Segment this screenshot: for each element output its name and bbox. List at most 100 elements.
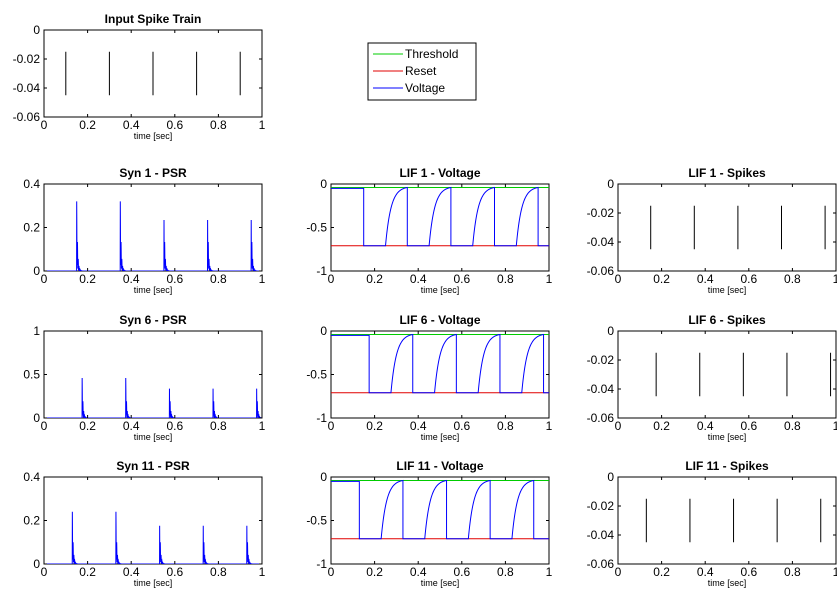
psr-series-line — [44, 201, 262, 271]
x-tick-label: 0 — [615, 419, 622, 433]
voltage-series-line — [331, 479, 549, 540]
x-tick-label: 0.6 — [453, 272, 470, 286]
voltage-series-line — [331, 333, 549, 394]
legend-label: Reset — [405, 64, 437, 78]
x-tick-label: 0.4 — [697, 565, 714, 579]
x-tick-label: 1 — [833, 565, 837, 579]
y-tick-label: -0.04 — [13, 81, 41, 95]
y-tick-label: 0 — [320, 324, 327, 338]
plot-title: LIF 11 - Spikes — [685, 459, 769, 473]
y-tick-label: 0.5 — [23, 368, 40, 382]
y-tick-label: 0.4 — [23, 177, 40, 191]
x-tick-label: 0.4 — [410, 565, 427, 579]
x-tick-label: 0.8 — [210, 419, 227, 433]
x-tick-label: 0 — [328, 419, 335, 433]
y-tick-label: -0.5 — [306, 221, 327, 235]
y-tick-label: -0.06 — [13, 110, 41, 124]
plot-axes-frame — [330, 330, 550, 419]
plot-panel: LIF 6 - Voltage 0 0.2 0.4 0.6 0.8 1 -1 -0.5 0 time… — [306, 313, 552, 442]
x-tick-label: 0 — [41, 272, 48, 286]
x-tick-label: 0 — [41, 565, 48, 579]
plot-axes-frame — [617, 476, 837, 565]
x-tick-label: 0.2 — [653, 419, 670, 433]
plot-data-area — [645, 498, 822, 543]
x-tick-label: 0.6 — [453, 565, 470, 579]
plot-panel: LIF 1 - Voltage 0 0.2 0.4 0.6 0.8 1 -1 -0.5 0 time… — [306, 166, 552, 295]
y-tick-label: 0 — [607, 324, 614, 338]
x-axis-label: time [sec] — [134, 432, 173, 442]
x-tick-label: 0.8 — [784, 419, 801, 433]
x-axis-label: time [sec] — [134, 131, 173, 141]
x-tick-label: 1 — [833, 272, 837, 286]
x-tick-label: 0.6 — [740, 565, 757, 579]
x-tick-label: 0.4 — [697, 419, 714, 433]
x-axis-label: time [sec] — [421, 432, 460, 442]
plot-axes-frame — [330, 476, 550, 565]
y-tick-label: 0 — [33, 23, 40, 37]
plot-title: LIF 1 - Spikes — [688, 166, 766, 180]
legend-label: Threshold — [405, 47, 458, 61]
y-tick-label: -1 — [316, 264, 327, 278]
plot-title: Syn 11 - PSR — [116, 459, 190, 473]
x-tick-label: 0.2 — [653, 272, 670, 286]
plot-axes-frame — [617, 183, 837, 272]
x-tick-label: 0.6 — [453, 419, 470, 433]
x-axis-label: time [sec] — [708, 578, 747, 588]
y-tick-label: 0 — [33, 557, 40, 571]
plot-panel: Input Spike Train 0 0.2 0.4 0.6 0.8 1 -0.06 -0.0… — [13, 12, 266, 141]
x-tick-label: 0 — [41, 419, 48, 433]
plot-title: LIF 6 - Spikes — [688, 313, 766, 327]
x-tick-label: 0.8 — [497, 565, 514, 579]
plot-data-area — [655, 352, 832, 397]
y-tick-label: -0.02 — [587, 499, 615, 513]
x-tick-label: 0.8 — [210, 565, 227, 579]
x-axis-label: time [sec] — [134, 578, 173, 588]
x-tick-label: 0 — [328, 565, 335, 579]
x-tick-label: 0.8 — [497, 272, 514, 286]
plot-panel: LIF 6 - Spikes 0 0.2 0.4 0.6 0.8 1 -0.06 -0.04 -0… — [587, 313, 837, 442]
x-tick-label: 0 — [328, 272, 335, 286]
x-tick-label: 0 — [615, 565, 622, 579]
x-tick-label: 0.6 — [166, 419, 183, 433]
y-tick-label: -0.02 — [13, 52, 41, 66]
x-tick-label: 0.6 — [740, 419, 757, 433]
x-tick-label: 0.2 — [79, 272, 96, 286]
plot-data-area — [44, 201, 262, 271]
y-tick-label: -0.02 — [587, 206, 615, 220]
x-tick-label: 1 — [546, 565, 553, 579]
plot-title: Syn 6 - PSR — [119, 313, 187, 327]
y-tick-label: -0.02 — [587, 353, 615, 367]
x-tick-label: 1 — [546, 272, 553, 286]
y-tick-label: 0 — [33, 411, 40, 425]
y-tick-label: 0.2 — [23, 221, 40, 235]
y-tick-label: -0.04 — [587, 382, 615, 396]
plot-axes-frame — [43, 330, 263, 419]
x-tick-label: 0.2 — [653, 565, 670, 579]
x-axis-label: time [sec] — [708, 432, 747, 442]
y-tick-label: -1 — [316, 411, 327, 425]
x-tick-label: 1 — [833, 419, 837, 433]
plot-axes-frame — [43, 183, 263, 272]
x-tick-label: 0.8 — [784, 565, 801, 579]
x-tick-label: 0.8 — [784, 272, 801, 286]
x-tick-label: 0.8 — [210, 118, 227, 132]
plot-title: Input Spike Train — [105, 12, 202, 26]
plot-axes-frame — [330, 183, 550, 272]
x-tick-label: 0.2 — [366, 565, 383, 579]
y-tick-label: -0.06 — [587, 411, 615, 425]
x-tick-label: 0.6 — [166, 272, 183, 286]
x-tick-label: 0 — [615, 272, 622, 286]
y-tick-label: 1 — [33, 324, 40, 338]
y-tick-label: -0.04 — [587, 235, 615, 249]
y-tick-label: -1 — [316, 557, 327, 571]
y-tick-label: -0.04 — [587, 528, 615, 542]
plot-data-area — [650, 205, 826, 250]
plot-data-area — [331, 186, 549, 247]
plot-panel: Syn 6 - PSR 0 0.2 0.4 0.6 0.8 1 0 0.5 1 time [sec] — [23, 313, 265, 442]
plot-data-area — [331, 333, 549, 394]
y-tick-label: 0 — [607, 177, 614, 191]
x-tick-label: 0.4 — [123, 419, 140, 433]
x-axis-label: time [sec] — [421, 578, 460, 588]
